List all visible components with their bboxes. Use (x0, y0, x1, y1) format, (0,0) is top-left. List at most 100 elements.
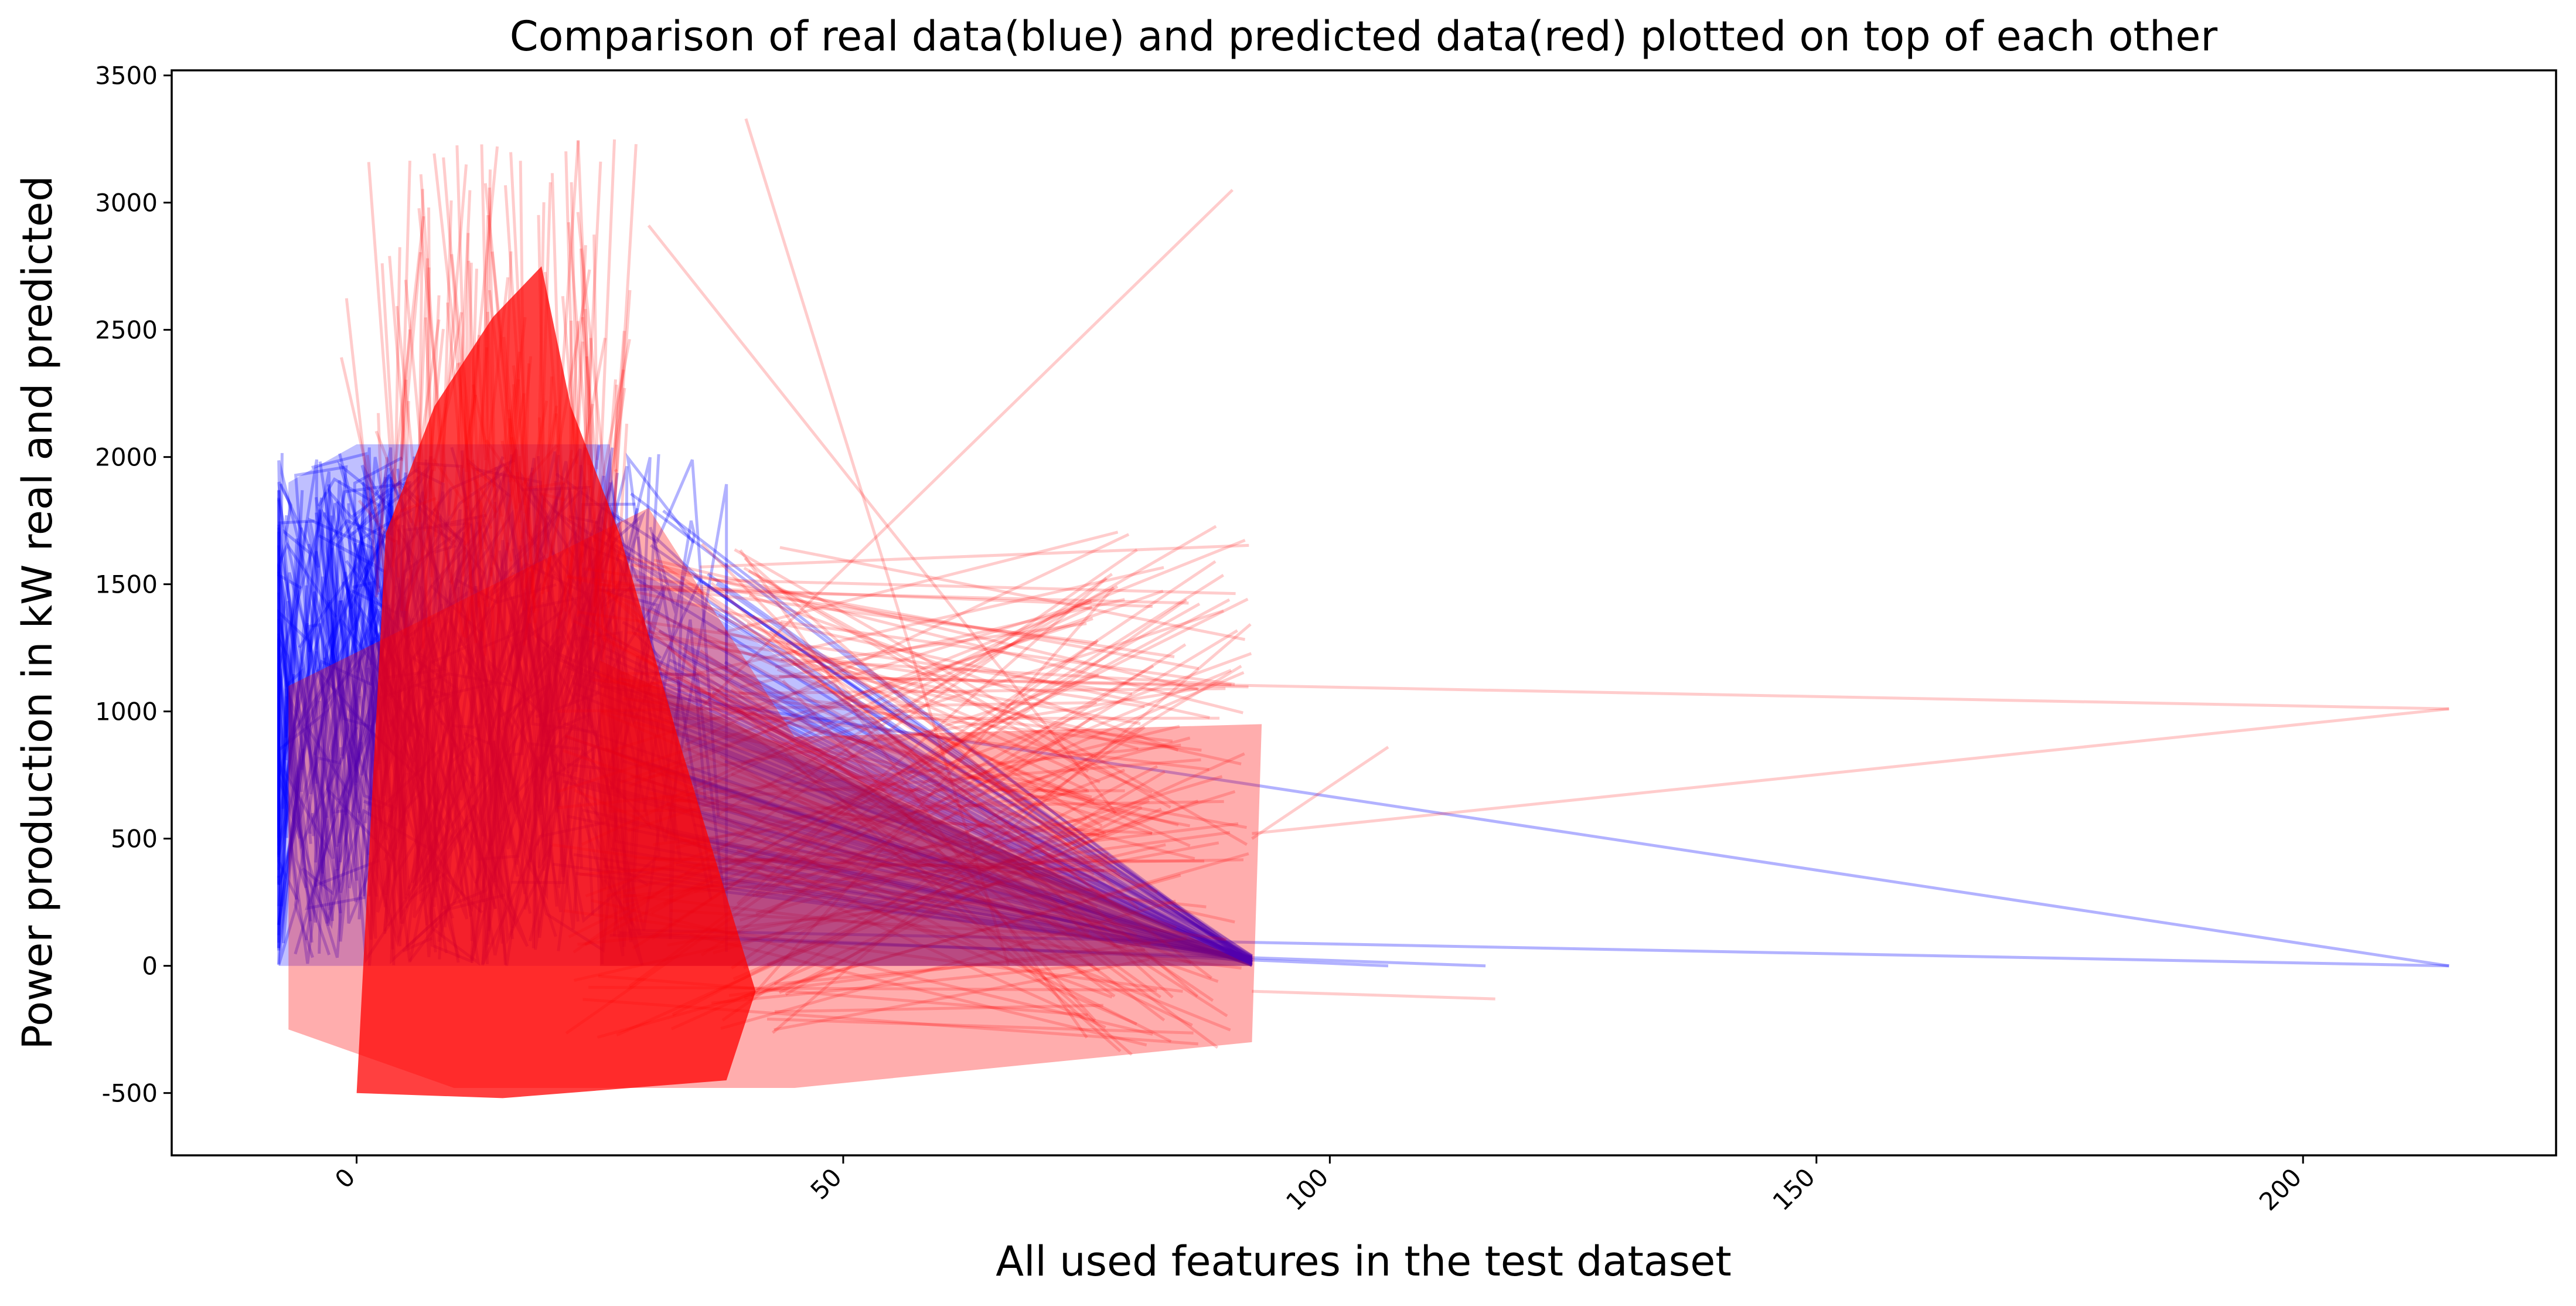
predicted-data-line (639, 566, 1164, 688)
real-data-line (553, 509, 1253, 957)
real-data-line (277, 524, 359, 921)
real-data-line (277, 515, 305, 925)
predicted-data-line (604, 746, 1193, 1027)
predicted-data-line (731, 773, 1177, 929)
predicted-data-line (577, 610, 1133, 696)
predicted-data-line (785, 671, 1245, 869)
predicted-data-line (721, 726, 1146, 1022)
predicted-data-line (779, 546, 1246, 641)
y-tick-label: 1000 (95, 698, 158, 726)
real-data-line (724, 759, 1253, 967)
real-data-line (339, 503, 375, 863)
real-data-line (676, 863, 1252, 960)
predicted-data-line (692, 840, 1099, 882)
predicted-data-line (750, 586, 1115, 998)
predicted-data-line (618, 678, 1173, 743)
real-data-line (604, 747, 1253, 961)
predicted-data-line (715, 812, 1172, 1043)
predicted-data-series (340, 118, 2449, 1056)
predicted-data-line (667, 841, 1219, 947)
predicted-data-line (606, 591, 1219, 1049)
predicted-data-line (699, 649, 1214, 1002)
real-data-line (642, 520, 696, 812)
predicted-data-line (776, 668, 1095, 803)
predicted-data-line (601, 637, 1129, 912)
predicted-data-line (718, 525, 1217, 815)
predicted-data-line (768, 629, 1238, 914)
predicted-data-line (752, 831, 1231, 897)
y-axis-label: Power production in kW real and predicte… (13, 176, 62, 1050)
real-data-line (305, 500, 391, 910)
predicted-data-line (601, 710, 1192, 965)
predicted-data-line (672, 765, 1158, 1016)
predicted-data-line (734, 548, 1248, 846)
real-data-line (305, 530, 386, 941)
predicted-data-line (616, 553, 1243, 715)
real-data-line (317, 477, 381, 855)
predicted-data-line (752, 614, 1103, 828)
real-data-line (581, 635, 1253, 965)
predicted-data-line (751, 857, 1207, 909)
predicted-data-line (619, 672, 2449, 710)
real-data-line (658, 629, 1253, 958)
predicted-data-line (1251, 746, 1389, 840)
predicted-data-line (367, 162, 394, 480)
real-data-line (659, 671, 1253, 961)
real-data-line (609, 934, 1486, 968)
predicted-data-line (780, 620, 1235, 686)
real-data-line (321, 488, 382, 712)
real-data-line (677, 840, 1253, 961)
real-data-line (277, 481, 312, 844)
predicted-data-line (740, 598, 1125, 689)
predicted-data-line (669, 585, 1119, 801)
predicted-data-line (581, 317, 598, 470)
predicted-data-line (730, 688, 1161, 999)
predicted-data-line (736, 709, 1138, 937)
real-data-line (277, 618, 318, 964)
real-data-line (277, 509, 341, 886)
predicted-data-line (599, 583, 1153, 608)
predicted-data-line (566, 575, 1210, 719)
predicted-data-line (665, 716, 1220, 720)
predicted-data-line (670, 909, 1092, 938)
real-data-line (669, 658, 1253, 963)
x-tick-label: 200 (2254, 1162, 2307, 1216)
real-data-line (622, 621, 1253, 959)
predicted-data-line (619, 589, 1164, 784)
predicted-data-line (633, 721, 1195, 861)
predicted-data-line (632, 573, 1225, 950)
x-tick-label: 100 (1280, 1162, 1334, 1216)
real-data-line (573, 681, 1253, 961)
predicted-data-line (400, 379, 408, 461)
predicted-data-line (651, 560, 1217, 940)
predicted-data-line (711, 732, 1191, 828)
predicted-data-line (728, 937, 1187, 997)
predicted-data-line (730, 716, 1092, 970)
predicted-data-line (700, 643, 1187, 957)
predicted-data-line (736, 848, 1137, 1026)
predicted-data-line (774, 1004, 1103, 1013)
predicted-data-line (766, 799, 1199, 967)
predicted-data-line (692, 630, 1121, 877)
y-tick-label: 0 (142, 952, 158, 981)
predicted-data-line (648, 791, 1235, 924)
predicted-data-line (719, 754, 1100, 972)
real-data-line (304, 578, 409, 798)
real-data-line (630, 774, 1253, 959)
real-data-line (708, 854, 1252, 963)
real-data-line (277, 521, 397, 777)
predicted-data-line (744, 118, 1010, 967)
predicted-data-line (614, 468, 618, 472)
predicted-data-line (782, 814, 1153, 835)
real-data-line (715, 582, 1253, 961)
predicted-data-line (710, 581, 1174, 999)
predicted-data-line (785, 642, 1101, 784)
predicted-data-line (707, 698, 1128, 947)
real-data-line (277, 490, 304, 951)
predicted-data-line (748, 569, 1089, 773)
x-tick-label: 0 (329, 1162, 361, 1194)
predicted-data-line (701, 543, 1090, 938)
real-data-line (277, 551, 372, 878)
x-tick-label: 150 (1767, 1162, 1821, 1216)
